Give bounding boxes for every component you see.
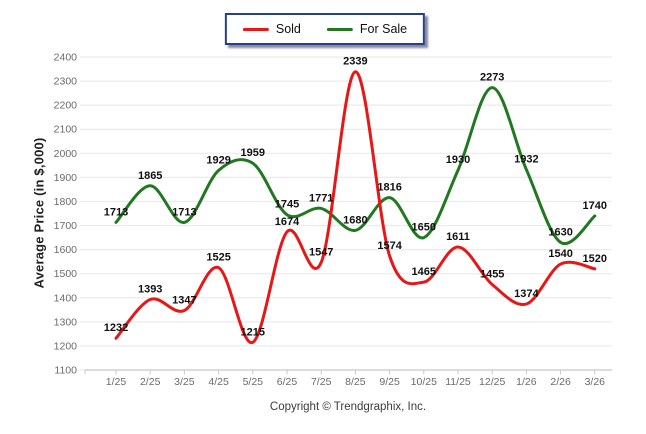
y-tick-label: 1600 xyxy=(54,244,78,256)
sold-line-swatch-icon xyxy=(242,27,269,31)
x-tick-label: 8/25 xyxy=(345,376,366,388)
data-label: 1374 xyxy=(514,288,539,300)
legend-label-for-sale: For Sale xyxy=(359,21,408,36)
data-label: 1680 xyxy=(343,214,367,226)
y-tick-label: 1400 xyxy=(54,292,78,304)
data-label: 1393 xyxy=(138,283,162,295)
x-tick-label: 2/25 xyxy=(140,376,161,388)
y-tick-label: 1300 xyxy=(54,316,78,328)
x-tick-label: 5/25 xyxy=(243,376,264,388)
data-label: 1865 xyxy=(138,170,162,182)
data-label: 1930 xyxy=(446,154,470,166)
y-tick-label: 1900 xyxy=(54,172,78,184)
data-label: 1959 xyxy=(241,147,265,159)
data-label: 1713 xyxy=(104,206,128,218)
copyright-text: Copyright © Trendgraphix, Inc. xyxy=(269,401,427,413)
y-tick-label: 1800 xyxy=(54,196,78,208)
y-tick-label: 1500 xyxy=(54,268,78,280)
data-label: 1525 xyxy=(206,252,230,264)
x-tick-label: 1/25 xyxy=(106,376,127,388)
y-tick-label: 2000 xyxy=(54,148,78,160)
x-tick-label: 3/25 xyxy=(174,376,195,388)
data-label: 1713 xyxy=(172,206,196,218)
x-tick-label: 7/25 xyxy=(311,376,332,388)
x-tick-label: 2/26 xyxy=(550,376,571,388)
data-label: 1816 xyxy=(377,182,401,194)
data-label: 2273 xyxy=(480,72,504,84)
data-label: 1520 xyxy=(583,253,607,265)
data-label: 1611 xyxy=(446,231,470,243)
data-label: 1347 xyxy=(172,295,196,307)
data-label: 1630 xyxy=(548,226,572,238)
y-tick-label: 2400 xyxy=(54,52,78,64)
legend-item-for-sale: For Sale xyxy=(326,21,408,36)
x-tick-label: 9/25 xyxy=(379,376,400,388)
data-label: 1547 xyxy=(309,246,333,258)
x-tick-label: 12/25 xyxy=(479,376,505,388)
data-label: 2339 xyxy=(343,56,367,68)
data-label: 1650 xyxy=(412,222,436,234)
y-tick-label: 2200 xyxy=(54,100,78,112)
x-tick-label: 1/26 xyxy=(516,376,537,388)
data-label: 1215 xyxy=(241,326,265,338)
data-label: 1932 xyxy=(514,154,538,166)
x-tick-label: 10/25 xyxy=(411,376,437,388)
series-line-sold xyxy=(114,70,597,344)
data-label: 1745 xyxy=(275,199,299,211)
y-tick-label: 1200 xyxy=(54,340,78,352)
data-label: 1674 xyxy=(275,216,300,228)
for-sale-line-swatch-icon xyxy=(326,27,353,31)
y-tick-label: 2100 xyxy=(54,124,78,136)
data-label: 1740 xyxy=(583,200,607,212)
data-label: 1929 xyxy=(206,154,230,166)
y-tick-label: 2300 xyxy=(54,76,78,88)
data-label: 1455 xyxy=(480,269,504,281)
y-tick-label: 1700 xyxy=(54,220,78,232)
data-label: 1232 xyxy=(104,322,128,334)
x-tick-label: 6/25 xyxy=(277,376,298,388)
x-tick-label: 11/25 xyxy=(445,376,471,388)
data-label: 1574 xyxy=(377,240,402,252)
y-tick-label: 1100 xyxy=(54,365,77,377)
legend-label-sold: Sold xyxy=(275,21,301,36)
data-label: 1540 xyxy=(548,248,572,260)
chart-legend: Sold For Sale xyxy=(224,13,426,45)
series-line-for-sale xyxy=(114,86,597,246)
y-axis-title: Average Price (in $,000) xyxy=(31,137,47,289)
legend-item-sold: Sold xyxy=(242,21,301,36)
data-label: 1771 xyxy=(309,192,333,204)
x-tick-label: 4/25 xyxy=(208,376,229,388)
data-label: 1465 xyxy=(412,266,436,278)
x-tick-label: 3/26 xyxy=(585,376,606,388)
